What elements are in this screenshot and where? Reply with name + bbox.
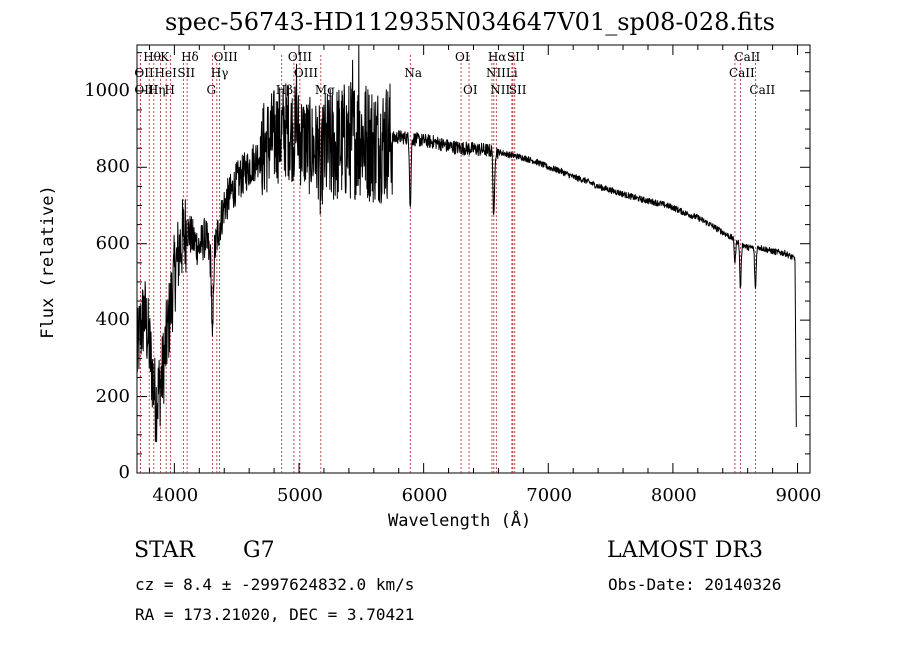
line-marker-label: OIII [293, 66, 318, 80]
line-marker-label: K [160, 50, 170, 64]
line-marker-label: CaII [728, 66, 755, 80]
line-marker-label: HeI [154, 66, 177, 80]
line-marker-label: CaII [734, 50, 761, 64]
x-tick-label: 9000 [775, 485, 822, 506]
line-marker-label: Hγ [210, 66, 229, 80]
line-marker-label: NII [490, 83, 511, 97]
spectrum [136, 44, 797, 466]
y-tick-label: 400 [95, 309, 130, 331]
plot-frame [136, 44, 811, 474]
survey-name: LAMOST DR3 [607, 538, 763, 563]
line-marker-label: Hδ [181, 50, 199, 64]
line-marker-label: Hα [487, 50, 507, 64]
line-marker-label: Mg [314, 83, 335, 97]
line-marker-label: OIII [287, 50, 312, 64]
coordinates-readout: RA = 173.21020, DEC = 3.70421 [135, 605, 415, 624]
line-markers [139, 55, 756, 473]
line-marker-label: Hβ [275, 83, 294, 97]
line-marker-label: OI [463, 83, 478, 97]
x-tick-label: 6000 [401, 485, 448, 506]
object-class: STAR [134, 538, 195, 563]
chart-title: spec-56743-HD112935N034647V01_sp08-028.f… [165, 8, 775, 36]
x-tick-label: 8000 [650, 485, 697, 506]
line-marker-label: G [206, 83, 217, 97]
line-marker-label: Hθ [143, 50, 161, 64]
y-axis-label: Flux (relative) [38, 185, 58, 339]
line-marker-label: Na [404, 66, 422, 80]
line-marker-label: OII [134, 66, 154, 80]
y-tick-label: 200 [95, 385, 130, 407]
line-marker-label: Hη [147, 83, 166, 97]
spectrum-line [136, 44, 797, 466]
line-marker-label: CaII [749, 83, 776, 97]
y-tick-label: 1000 [84, 79, 130, 101]
line-marker-label: OIII [213, 50, 238, 64]
axes [136, 44, 811, 474]
line-marker-label: OI [455, 50, 470, 64]
y-tick-label: 800 [95, 156, 130, 178]
x-tick-label: 7000 [526, 485, 573, 506]
velocity-readout: cz = 8.4 ± -2997624832.0 km/s [135, 575, 415, 594]
line-marker-label: NII [485, 66, 506, 80]
line-marker-label: OIII [134, 83, 159, 97]
line-marker-label: SII [508, 83, 527, 97]
x-tick-label: 4000 [152, 485, 199, 506]
obs-date: Obs-Date: 20140326 [608, 575, 782, 594]
x-axis-label: Wavelength (Å) [388, 511, 532, 531]
line-marker-label: Li [505, 66, 518, 80]
x-tick-label: 5000 [277, 485, 323, 506]
line-marker-label: SII [177, 66, 196, 80]
y-tick-label: 0 [118, 462, 130, 483]
line-marker-label: H [164, 83, 175, 97]
y-tick-label: 600 [95, 232, 130, 254]
object-subclass: G7 [243, 538, 275, 563]
line-marker-label: SII [506, 50, 525, 64]
